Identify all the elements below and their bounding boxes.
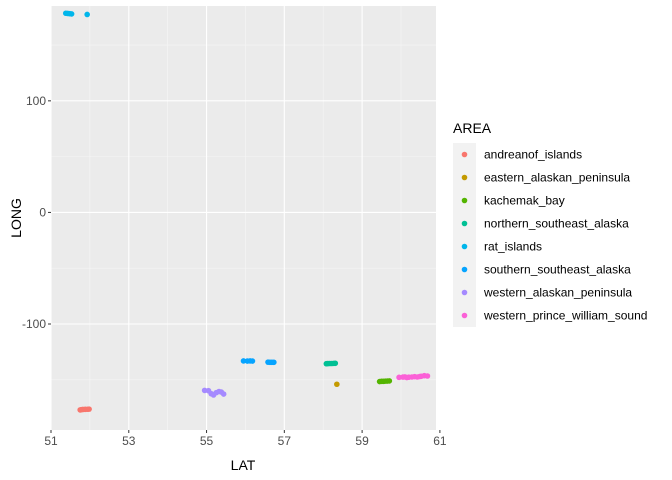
legend-label: western_alaskan_peninsula — [483, 286, 632, 300]
x-tick-label: 55 — [200, 434, 214, 448]
x-tick-label: 51 — [44, 434, 58, 448]
data-point — [332, 360, 339, 367]
data-point — [249, 358, 256, 364]
data-point — [220, 391, 227, 397]
grid-major — [50, 6, 436, 430]
plot-panel — [51, 6, 436, 430]
x-axis: 51 53 55 57 59 61 — [44, 430, 447, 448]
legend-swatch — [461, 220, 468, 227]
y-axis-title: LONG — [8, 198, 24, 238]
legend-swatch — [461, 266, 468, 273]
data-point — [240, 358, 247, 364]
data-point — [84, 11, 90, 18]
y-tick-label: 0 — [39, 205, 46, 219]
legend-label: southern_southeast_alaska — [484, 263, 631, 277]
x-axis-title: LAT — [231, 457, 256, 473]
x-tick-label: 59 — [355, 434, 369, 448]
legend-label: eastern_alaskan_peninsula — [484, 171, 630, 185]
legend-swatch — [461, 289, 468, 296]
data-point — [271, 359, 277, 366]
x-tick-label: 61 — [433, 434, 447, 448]
legend-swatch — [461, 174, 468, 181]
y-axis: -100 0 100 — [22, 94, 51, 331]
x-tick-label: 57 — [278, 434, 292, 448]
y-tick-label: 100 — [26, 94, 46, 108]
legend-swatch — [461, 312, 468, 319]
legend-label: rat_islands — [484, 240, 542, 254]
data-point — [334, 381, 340, 388]
grid-minor — [51, 6, 436, 430]
legend-title: AREA — [453, 120, 492, 136]
data-point — [68, 11, 75, 17]
legend-label: andreanof_islands — [484, 148, 582, 162]
legend-label: kachemak_bay — [484, 194, 565, 208]
legend-swatch — [461, 197, 468, 204]
legend: AREA andreanof_islands eastern_alaskan_pe… — [453, 120, 647, 327]
data-point — [86, 406, 92, 412]
x-tick-label: 53 — [122, 434, 136, 448]
data-point — [386, 378, 393, 384]
y-tick-label: -100 — [22, 317, 46, 331]
legend-label: northern_southeast_alaska — [484, 217, 629, 231]
legend-swatch — [461, 151, 468, 158]
data-point — [424, 373, 431, 379]
legend-label: western_prince_william_sound — [483, 309, 647, 323]
data-points — [62, 10, 431, 413]
legend-swatch — [461, 243, 468, 250]
